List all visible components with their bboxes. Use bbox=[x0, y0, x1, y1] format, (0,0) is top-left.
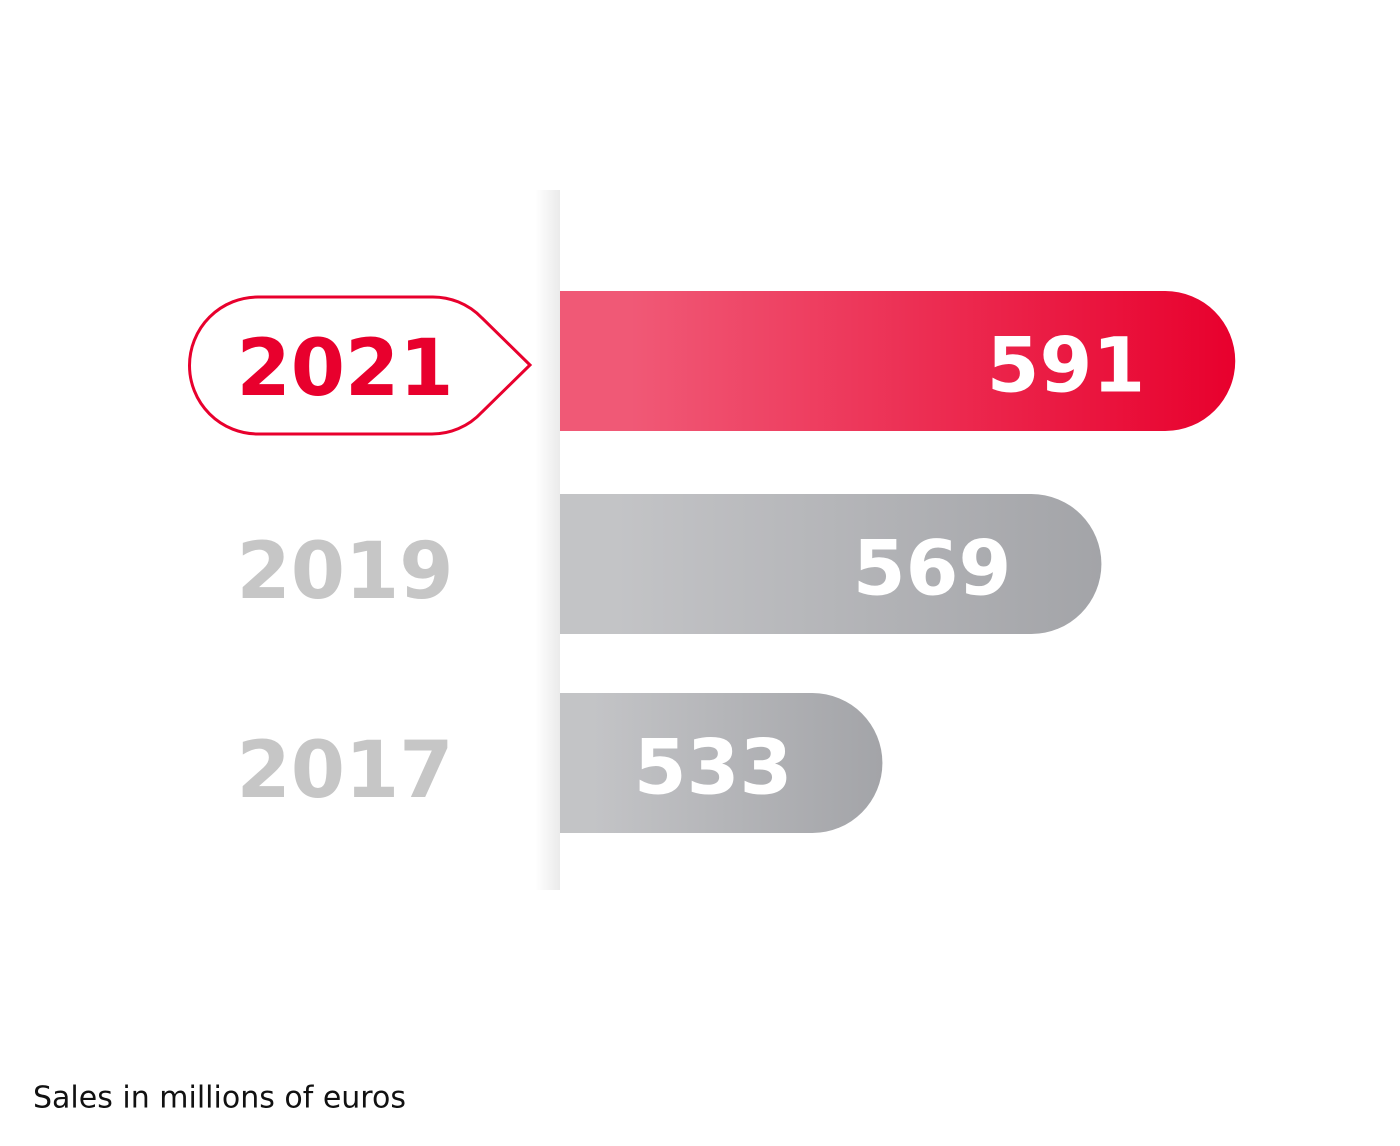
bar bbox=[560, 693, 883, 833]
category-label: 2017 bbox=[236, 726, 453, 816]
category-label: 2021 bbox=[236, 324, 453, 414]
divider-shadow bbox=[535, 190, 560, 890]
highlight-bubble bbox=[188, 295, 533, 436]
caption: Sales in millions of euros bbox=[33, 1081, 406, 1116]
category-label: 2019 bbox=[236, 527, 453, 617]
value-label: 533 bbox=[634, 723, 793, 812]
value-label: 591 bbox=[987, 321, 1146, 410]
bar bbox=[560, 291, 1236, 431]
bar bbox=[560, 494, 1102, 634]
value-label: 569 bbox=[853, 524, 1012, 613]
